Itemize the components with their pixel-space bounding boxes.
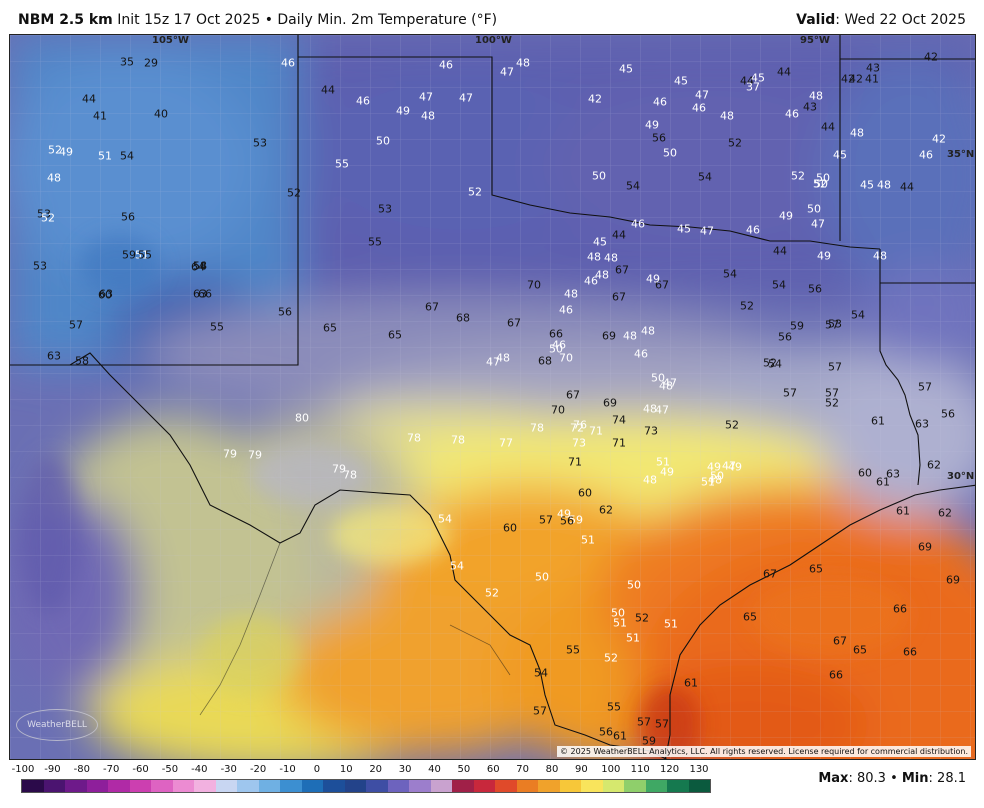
legend-swatch bbox=[258, 780, 280, 792]
legend-swatch bbox=[22, 780, 44, 792]
legend-swatch bbox=[688, 780, 710, 792]
valid-label: Valid bbox=[796, 12, 836, 28]
map-canvas bbox=[10, 35, 975, 759]
legend-tick: 120 bbox=[660, 764, 680, 775]
grid-label-95w: 95°W bbox=[800, 35, 830, 46]
legend-tick: -50 bbox=[161, 764, 179, 775]
state-borders bbox=[10, 35, 975, 759]
temperature-map: 105°W 100°W 95°W 35°N 30°N 35 29 46 46 47 48 4… bbox=[9, 34, 976, 760]
legend-swatch bbox=[409, 780, 431, 792]
legend-swatch bbox=[172, 780, 194, 792]
legend-tick: -60 bbox=[132, 764, 149, 775]
legend-swatch bbox=[151, 780, 173, 792]
legend-swatch bbox=[667, 780, 689, 792]
legend-tick: -70 bbox=[103, 764, 120, 775]
grid-label-30n: 30°N bbox=[947, 471, 975, 482]
legend-tick: 70 bbox=[516, 764, 530, 775]
legend-swatch bbox=[473, 780, 495, 792]
init-time: Init 15z 17 Oct 2025 bbox=[117, 12, 261, 28]
grid-label-105w: 105°W bbox=[152, 35, 189, 46]
min-value: 28.1 bbox=[937, 771, 966, 786]
legend-swatch bbox=[194, 780, 216, 792]
legend-swatch bbox=[559, 780, 581, 792]
legend-swatch bbox=[65, 780, 87, 792]
header: NBM 2.5 km Init 15z 17 Oct 2025 • Daily … bbox=[0, 0, 984, 34]
legend-tick: -30 bbox=[220, 764, 237, 775]
legend-swatch bbox=[323, 780, 345, 792]
copyright-notice: © 2025 WeatherBELL Analytics, LLC. All r… bbox=[557, 746, 971, 757]
title: NBM 2.5 km Init 15z 17 Oct 2025 • Daily … bbox=[18, 12, 497, 28]
legend-swatch bbox=[538, 780, 560, 792]
field-name: Daily Min. 2m Temperature (°F) bbox=[277, 12, 498, 28]
legend-tick: 80 bbox=[545, 764, 559, 775]
county-grid bbox=[10, 35, 975, 759]
legend-swatch bbox=[645, 780, 667, 792]
max-label: Max bbox=[818, 771, 849, 786]
legend-swatch bbox=[43, 780, 65, 792]
legend-tick: 20 bbox=[369, 764, 383, 775]
legend-tick: 0 bbox=[313, 764, 321, 775]
legend-swatch bbox=[108, 780, 130, 792]
legend-swatch bbox=[301, 780, 323, 792]
legend-swatch bbox=[215, 780, 237, 792]
max-min-readout: Max: 80.3 • Min: 28.1 bbox=[818, 771, 966, 786]
legend-swatch bbox=[581, 780, 603, 792]
weatherbell-logo: WeatherBELL bbox=[16, 709, 98, 741]
legend-tick: -80 bbox=[73, 764, 90, 775]
legend-swatch bbox=[516, 780, 538, 792]
legend-tick: 50 bbox=[457, 764, 471, 775]
legend-colorbar bbox=[21, 779, 711, 793]
max-value: 80.3 bbox=[856, 771, 886, 786]
legend-tick: -10 bbox=[279, 764, 296, 775]
grid-label-100w: 100°W bbox=[475, 35, 512, 46]
legend-tick: -100 bbox=[11, 764, 35, 775]
valid-date: Wed 22 Oct 2025 bbox=[844, 12, 966, 28]
legend-swatch bbox=[452, 780, 474, 792]
legend-tick: -20 bbox=[249, 764, 267, 775]
legend-swatch bbox=[495, 780, 517, 792]
legend-swatch bbox=[237, 780, 259, 792]
legend-swatch bbox=[280, 780, 302, 792]
mexico-borders bbox=[199, 542, 511, 716]
color-legend: -100 -90 -80 -70 -60 -50 -40 -30 -20 -10 0 10 20 30 40… bbox=[9, 764, 711, 804]
legend-swatch bbox=[387, 780, 409, 792]
legend-tick: -90 bbox=[44, 764, 61, 775]
maxmin-bullet: • bbox=[890, 771, 898, 786]
legend-swatch bbox=[86, 780, 108, 792]
legend-tick: 40 bbox=[428, 764, 441, 775]
legend-swatch bbox=[344, 780, 366, 792]
legend-swatch bbox=[430, 780, 452, 792]
title-bullet: • bbox=[264, 12, 273, 28]
legend-swatch bbox=[366, 780, 388, 792]
legend-tick: 130 bbox=[689, 764, 709, 775]
grid-label-35n: 35°N bbox=[947, 149, 975, 160]
model-name: NBM 2.5 km bbox=[18, 12, 113, 28]
legend-tick: 60 bbox=[486, 764, 500, 775]
legend-swatch bbox=[129, 780, 151, 792]
legend-tick: 100 bbox=[601, 764, 621, 775]
legend-swatch bbox=[602, 780, 624, 792]
legend-tick: 110 bbox=[630, 764, 650, 775]
valid-time: Valid: Wed 22 Oct 2025 bbox=[796, 12, 966, 28]
legend-tick: 10 bbox=[339, 764, 353, 775]
legend-tick: 90 bbox=[575, 764, 588, 775]
legend-tick: 30 bbox=[398, 764, 412, 775]
legend-swatch bbox=[624, 780, 646, 792]
legend-tick: -40 bbox=[191, 764, 208, 775]
min-label: Min bbox=[901, 771, 929, 786]
